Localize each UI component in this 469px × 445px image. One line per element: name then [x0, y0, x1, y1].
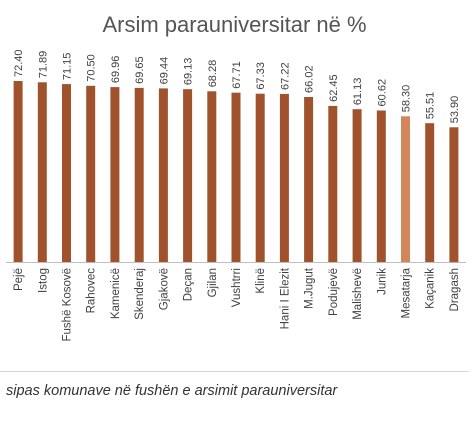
data-label: 71.89	[37, 51, 49, 79]
bar	[449, 127, 459, 263]
data-label: 69.44	[158, 57, 170, 85]
bar	[425, 123, 435, 262]
chart-title: Arsim parauniversitar në %	[102, 12, 367, 37]
bar	[304, 97, 314, 262]
category-label: Skenderaj	[134, 268, 146, 320]
bar	[158, 88, 168, 263]
data-label: 70.50	[86, 54, 98, 82]
data-label: 55.51	[425, 92, 437, 120]
bar	[279, 93, 289, 263]
category-label: Pejë	[13, 268, 25, 291]
data-label: 60.62	[376, 79, 388, 107]
data-label: 72.40	[13, 49, 25, 77]
bar	[401, 116, 410, 263]
data-label: 62.45	[328, 74, 340, 102]
category-label: Istog	[37, 268, 49, 293]
bar	[86, 85, 96, 263]
category-label: Rahovec	[86, 268, 98, 314]
data-label: 66.02	[304, 65, 316, 93]
bar	[207, 91, 217, 262]
bar	[352, 109, 362, 262]
bar	[62, 84, 71, 262]
data-label: 53.90	[449, 96, 461, 124]
data-label: 67.33	[255, 62, 267, 90]
bar	[328, 105, 338, 263]
bar	[37, 82, 47, 262]
data-label: 67.71	[231, 61, 243, 89]
category-label: Kamenicë	[110, 268, 122, 319]
category-label: Vushtrri	[231, 268, 243, 307]
category-label: Gjilan	[207, 268, 219, 297]
category-label: Gjakovë	[158, 268, 170, 310]
data-label: 69.65	[134, 56, 146, 84]
category-label: M.Jugut	[304, 267, 316, 309]
bar	[183, 89, 193, 262]
figure-caption: sipas komunave në fushën e arsimit parau…	[6, 383, 338, 399]
data-label: 61.13	[352, 78, 364, 106]
category-label: Hani I Elezit	[279, 267, 291, 329]
caption-divider	[0, 371, 469, 372]
category-label: Dragash	[449, 268, 461, 311]
bar	[231, 92, 241, 262]
category-label: Mesatarja	[400, 267, 412, 318]
bar	[13, 81, 23, 262]
data-label: 71.15	[62, 53, 74, 81]
bar	[134, 87, 144, 263]
data-label: 58.30	[400, 85, 412, 113]
category-label: Fushë Kosovë	[62, 268, 74, 342]
data-label: 69.13	[183, 58, 195, 86]
category-label: Klinë	[255, 268, 267, 294]
bar	[255, 93, 265, 262]
bar	[376, 110, 386, 262]
category-label: Deçan	[183, 268, 195, 301]
data-label: 67.22	[279, 62, 291, 90]
category-label: Kaçanik	[425, 268, 437, 309]
bar-chart: 72.40 Pejë 71.89 Istog 71.15 Fushë Kosovë 70.5…	[6, 49, 466, 342]
data-label: 69.96	[110, 56, 122, 84]
category-label: Podujevë	[328, 268, 340, 316]
category-label: Junik	[376, 268, 388, 295]
data-label: 68.28	[207, 60, 219, 88]
category-label: Malishevë	[352, 268, 364, 320]
bar	[110, 87, 120, 262]
